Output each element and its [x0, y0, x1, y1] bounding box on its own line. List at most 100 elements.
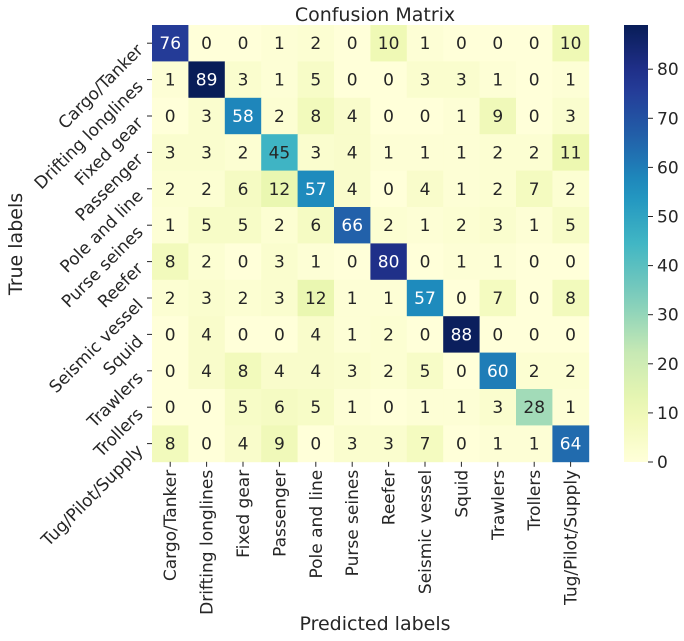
heatmap-cell: [552, 425, 590, 463]
heatmap-cell: [297, 316, 335, 353]
cell-value-label: 4: [347, 143, 358, 163]
cell-value-label: 4: [420, 180, 431, 200]
heatmap-cell: [443, 352, 480, 390]
heatmap-cell: [370, 243, 408, 281]
heatmap-cell: [516, 352, 553, 390]
heatmap-cell: [479, 25, 517, 62]
heatmap-cell: [224, 25, 262, 62]
heatmap-cell: [334, 207, 371, 244]
cell-value-label: 9: [492, 107, 503, 127]
cell-value-label: 3: [274, 253, 285, 273]
cell-value-label: 8: [165, 435, 176, 455]
colorbar: [624, 25, 648, 462]
heatmap-cell: [370, 425, 408, 463]
cell-value-label: 6: [310, 216, 321, 236]
heatmap-cell: [552, 134, 590, 171]
cell-value-label: 8: [310, 107, 321, 127]
heatmap-cell: [334, 61, 371, 99]
heatmap-cell: [370, 207, 408, 244]
heatmap-cell: [188, 243, 226, 281]
cell-value-label: 0: [238, 34, 249, 54]
cell-value-label: 3: [565, 107, 576, 127]
heatmap-cell: [334, 243, 371, 281]
cell-value-label: 8: [165, 253, 176, 273]
heatmap-cell: [479, 170, 517, 208]
cell-value-label: 0: [492, 325, 503, 345]
colorbar-tick-label: 0: [657, 453, 668, 473]
cell-value-label: 1: [420, 34, 431, 54]
heatmap-cell: [152, 352, 189, 390]
heatmap-cell: [224, 243, 262, 281]
heatmap-cell: [443, 97, 480, 135]
x-tick-label: Seismic vessel: [416, 470, 436, 594]
heatmap-cell: [516, 243, 553, 281]
cell-value-label: 76: [159, 34, 181, 54]
cell-value-label: 0: [529, 289, 540, 309]
heatmap-cell: [479, 279, 517, 317]
colorbar-tick-label: 30: [657, 306, 679, 326]
cell-value-label: 45: [269, 143, 291, 163]
x-tick-label: Purse seines: [343, 470, 363, 577]
heatmap-cell: [261, 97, 298, 135]
cell-value-label: 3: [310, 143, 321, 163]
cell-value-label: 1: [420, 216, 431, 236]
cell-value-label: 2: [492, 180, 503, 200]
heatmap-cell: [552, 316, 590, 353]
heatmap-cell: [334, 170, 371, 208]
x-tick-label: Tug/Pilot/Supply: [562, 470, 582, 606]
heatmap-cell: [261, 243, 298, 281]
cell-value-label: 1: [492, 253, 503, 273]
heatmap-cell: [406, 389, 444, 426]
heatmap-cell: [516, 61, 553, 99]
cell-value-label: 0: [565, 325, 576, 345]
heatmap-cell: [443, 134, 480, 171]
cell-value-label: 2: [565, 362, 576, 382]
colorbar-tick-label: 20: [657, 355, 679, 375]
cell-value-label: 0: [238, 253, 249, 273]
heatmap-cell: [334, 316, 371, 353]
cell-value-label: 10: [378, 34, 400, 54]
heatmap-cell: [370, 279, 408, 317]
cell-value-label: 4: [310, 362, 321, 382]
heatmap-cell: [261, 207, 298, 244]
cell-value-label: 88: [451, 325, 473, 345]
heatmap-cell: [261, 170, 298, 208]
cell-value-label: 0: [165, 362, 176, 382]
heatmap-cell: [152, 389, 189, 426]
cell-value-label: 5: [565, 216, 576, 236]
heatmap-cell: [261, 316, 298, 353]
heatmap-cell: [152, 425, 189, 463]
cell-value-label: 3: [238, 71, 249, 91]
heatmap-cell: [370, 389, 408, 426]
cell-value-label: 3: [201, 143, 212, 163]
cell-value-label: 1: [529, 216, 540, 236]
heatmap-cell: [297, 97, 335, 135]
cell-value-label: 0: [347, 71, 358, 91]
cell-value-label: 0: [165, 325, 176, 345]
heatmap-cell: [224, 207, 262, 244]
x-tick-label: Passenger: [270, 470, 290, 557]
heatmap-cell: [334, 134, 371, 171]
heatmap-cell: [261, 425, 298, 463]
heatmap-cells: 76 0 0 1 2 0 10 1 0 0 0 101 89 3 1 5 0 0 3 3 1 0 10 3 58 2 8 4 0 0 1 9 0…: [152, 25, 590, 463]
heatmap-cell: [406, 97, 444, 135]
heatmap-cell: [152, 207, 189, 244]
cell-value-label: 3: [492, 398, 503, 418]
cell-value-label: 0: [456, 362, 467, 382]
cell-value-label: 1: [165, 71, 176, 91]
cell-value-label: 2: [383, 216, 394, 236]
cell-value-label: 1: [274, 71, 285, 91]
cell-value-label: 1: [310, 253, 321, 273]
colorbar-tick-label: 80: [657, 60, 679, 80]
heatmap-cell: [479, 425, 517, 463]
cell-value-label: 1: [347, 398, 358, 418]
heatmap-cell: [334, 425, 371, 463]
cell-value-label: 1: [456, 180, 467, 200]
cell-value-label: 1: [456, 398, 467, 418]
heatmap-cell: [516, 97, 553, 135]
cell-value-label: 4: [347, 107, 358, 127]
cell-value-label: 60: [487, 362, 509, 382]
heatmap-cell: [334, 352, 371, 390]
heatmap-cell: [443, 61, 480, 99]
heatmap-cell: [443, 25, 480, 62]
